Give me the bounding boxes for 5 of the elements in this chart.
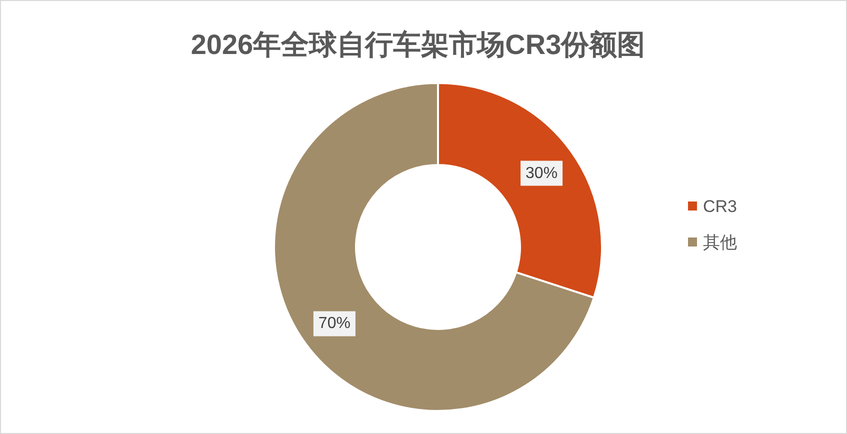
legend-label: CR3 (703, 197, 738, 216)
legend-label: 其他 (703, 233, 737, 252)
chart-title: 2026年全球自行车架市场CR3份额图 (190, 29, 646, 60)
data-label: 30% (526, 164, 558, 182)
data-label: 70% (318, 315, 350, 332)
